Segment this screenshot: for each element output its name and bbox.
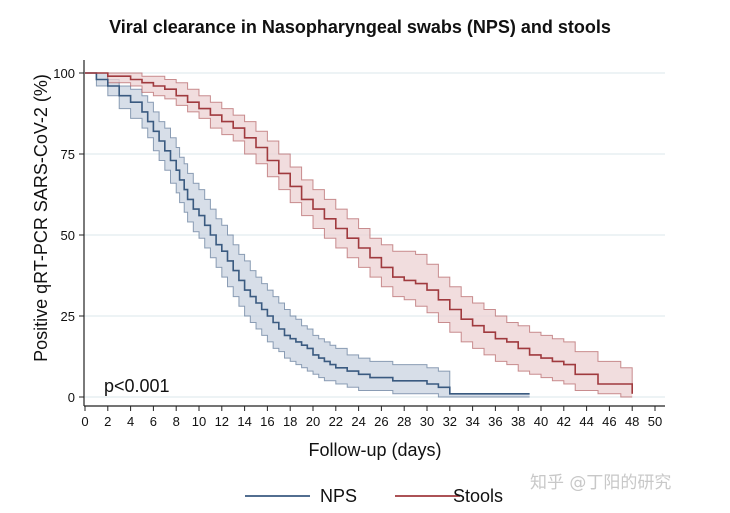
curve-stools (85, 72, 633, 394)
x-tick-label: 18 (283, 414, 297, 429)
ci-lower-stools (85, 72, 633, 398)
watermark: 知乎 @丁阳的研究 (530, 473, 671, 493)
x-tick-label: 24 (351, 414, 365, 429)
chart-title: Viral clearance in Nasopharyngeal swabs … (109, 17, 611, 37)
x-axis-ticks: 0 2 4 6 8 10 12 14 16 18 20 22 24 26 28 30 32 34 36 38 40 42 4… (81, 406, 662, 429)
x-tick-label: 12 (215, 414, 229, 429)
ci-band-nps (85, 73, 530, 397)
x-tick-label: 32 (443, 414, 457, 429)
x-tick-label: 26 (374, 414, 388, 429)
y-axis-ticks: 0 25 50 75 100 (53, 66, 84, 405)
x-tick-label: 22 (329, 414, 343, 429)
x-tick-label: 4 (127, 414, 134, 429)
x-tick-label: 28 (397, 414, 411, 429)
x-tick-label: 16 (260, 414, 274, 429)
plot-background (62, 55, 682, 407)
legend-label-nps: NPS (320, 486, 357, 506)
x-tick-label: 50 (648, 414, 662, 429)
x-axis-label: Follow-up (days) (308, 440, 441, 460)
ci-upper-nps (85, 72, 530, 395)
x-tick-label: 30 (420, 414, 434, 429)
y-tick-label: 0 (68, 390, 75, 405)
y-tick-label: 100 (53, 66, 75, 81)
x-tick-label: 40 (534, 414, 548, 429)
survival-curves (85, 72, 633, 395)
x-tick-label: 36 (488, 414, 502, 429)
x-tick-label: 38 (511, 414, 525, 429)
curve-nps (85, 72, 530, 395)
legend-label-stools: Stools (453, 486, 503, 506)
y-tick-label: 25 (61, 309, 75, 324)
x-tick-label: 48 (625, 414, 639, 429)
x-tick-label: 42 (557, 414, 571, 429)
x-tick-label: 10 (192, 414, 206, 429)
x-tick-label: 6 (150, 414, 157, 429)
x-tick-label: 34 (465, 414, 479, 429)
axes (83, 60, 665, 407)
legend: NPS Stools (245, 486, 503, 506)
x-tick-label: 46 (602, 414, 616, 429)
gridlines (84, 72, 665, 398)
x-tick-label: 44 (579, 414, 593, 429)
ci-upper-stools (85, 72, 633, 394)
x-tick-label: 14 (237, 414, 251, 429)
y-axis-label: Positive qRT-PCR SARS-CoV-2 (%) (31, 74, 51, 362)
plot-region: 0 2 4 6 8 10 12 14 16 18 20 22 24 26 28 30 32 34 36 38 40 42 4… (53, 55, 682, 429)
x-tick-label: 0 (81, 414, 88, 429)
confidence-bands (85, 72, 633, 398)
x-tick-label: 8 (173, 414, 180, 429)
y-tick-label: 50 (61, 228, 75, 243)
y-tick-label: 75 (61, 147, 75, 162)
p-value-annotation: p<0.001 (104, 376, 170, 396)
x-tick-label: 20 (306, 414, 320, 429)
ci-lower-nps (85, 72, 530, 398)
x-tick-label: 2 (104, 414, 111, 429)
